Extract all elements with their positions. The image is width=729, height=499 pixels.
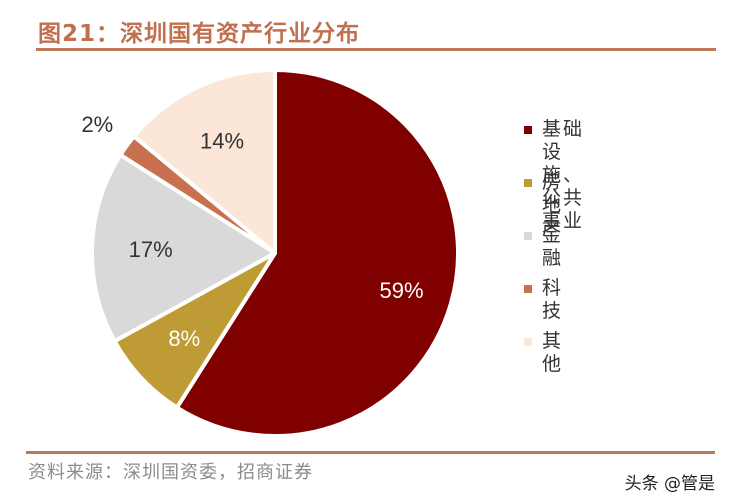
title-divider xyxy=(36,48,716,51)
legend-label: 其他 xyxy=(542,330,564,375)
legend-label: 房地产 xyxy=(542,171,564,239)
legend-label: 基础设施、 公共事业 xyxy=(542,118,585,232)
legend-swatch-icon xyxy=(524,179,532,187)
legend-item-real-estate: 房地产 xyxy=(524,171,563,240)
legend-swatch-icon xyxy=(524,232,532,240)
legend-item-infrastructure: 基础设施、 公共事业 xyxy=(524,118,584,233)
slice-label: 14% xyxy=(200,128,244,153)
pie-slice xyxy=(131,68,277,255)
legend-item-technology: 科技 xyxy=(524,277,563,323)
slice-label: 8% xyxy=(168,326,200,351)
legend-label: 金融 xyxy=(542,224,564,269)
legend-swatch-icon xyxy=(524,338,532,346)
legend-label: 科技 xyxy=(542,277,564,322)
footer-divider xyxy=(26,451,715,454)
slice-label: 17% xyxy=(129,237,173,262)
chart-title: 图21：深圳国有资产行业分布 xyxy=(38,21,361,47)
pie-slice xyxy=(90,152,277,344)
legend-swatch-icon xyxy=(524,126,532,134)
pie-slice xyxy=(174,68,460,438)
legend-item-finance: 金融 xyxy=(524,224,563,270)
legend-swatch-icon xyxy=(524,285,532,293)
legend-item-other: 其他 xyxy=(524,330,563,376)
slice-label: 2% xyxy=(81,112,113,137)
slice-label: 59% xyxy=(380,278,424,303)
source-note: 资料来源：深圳国资委，招商证券 xyxy=(28,462,313,483)
watermark: 头条 @管是 xyxy=(624,474,715,494)
